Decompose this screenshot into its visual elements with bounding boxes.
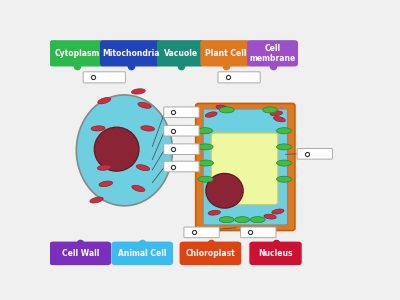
- FancyBboxPatch shape: [218, 72, 260, 83]
- Ellipse shape: [198, 128, 212, 134]
- Text: Mitochondria: Mitochondria: [102, 49, 160, 58]
- FancyBboxPatch shape: [211, 133, 278, 205]
- Ellipse shape: [198, 144, 213, 150]
- FancyBboxPatch shape: [83, 72, 125, 83]
- Ellipse shape: [277, 160, 292, 166]
- FancyBboxPatch shape: [164, 144, 199, 154]
- Text: Plant Cell: Plant Cell: [205, 49, 246, 58]
- Ellipse shape: [216, 105, 228, 110]
- Ellipse shape: [219, 107, 234, 113]
- Text: Cytoplasm: Cytoplasm: [54, 49, 100, 58]
- Ellipse shape: [94, 127, 139, 171]
- FancyBboxPatch shape: [164, 125, 199, 136]
- Ellipse shape: [205, 112, 217, 117]
- Ellipse shape: [235, 217, 250, 223]
- FancyBboxPatch shape: [297, 148, 332, 159]
- Ellipse shape: [277, 176, 292, 182]
- FancyBboxPatch shape: [164, 107, 199, 118]
- FancyBboxPatch shape: [249, 242, 302, 265]
- Text: Animal Cell: Animal Cell: [118, 249, 166, 258]
- Ellipse shape: [90, 197, 103, 203]
- Text: Vacuole: Vacuole: [164, 49, 198, 58]
- FancyBboxPatch shape: [157, 40, 205, 67]
- Ellipse shape: [206, 173, 243, 208]
- Ellipse shape: [250, 217, 265, 223]
- Ellipse shape: [132, 185, 145, 192]
- FancyBboxPatch shape: [203, 109, 288, 225]
- Ellipse shape: [270, 111, 282, 116]
- Ellipse shape: [198, 160, 213, 166]
- Text: Cell
membrane: Cell membrane: [250, 44, 296, 63]
- Ellipse shape: [277, 144, 292, 150]
- Ellipse shape: [138, 102, 151, 108]
- Text: Nucleus: Nucleus: [258, 249, 293, 258]
- Text: Chloroplast: Chloroplast: [186, 249, 235, 258]
- Ellipse shape: [136, 165, 150, 171]
- FancyBboxPatch shape: [247, 40, 298, 67]
- FancyBboxPatch shape: [184, 227, 219, 238]
- FancyBboxPatch shape: [49, 40, 105, 67]
- FancyBboxPatch shape: [180, 242, 241, 265]
- FancyBboxPatch shape: [164, 161, 199, 172]
- Ellipse shape: [98, 98, 111, 104]
- Text: Cell Wall: Cell Wall: [62, 249, 99, 258]
- Ellipse shape: [264, 214, 276, 219]
- FancyBboxPatch shape: [100, 40, 162, 67]
- Ellipse shape: [132, 89, 145, 94]
- Ellipse shape: [91, 126, 105, 131]
- FancyBboxPatch shape: [200, 40, 251, 67]
- Ellipse shape: [274, 116, 285, 122]
- Ellipse shape: [99, 181, 112, 187]
- Ellipse shape: [263, 107, 278, 113]
- FancyBboxPatch shape: [241, 227, 276, 238]
- Ellipse shape: [97, 165, 111, 170]
- FancyBboxPatch shape: [111, 242, 173, 265]
- Ellipse shape: [141, 126, 154, 131]
- FancyBboxPatch shape: [49, 242, 111, 265]
- Ellipse shape: [272, 209, 284, 214]
- FancyBboxPatch shape: [196, 103, 295, 230]
- Ellipse shape: [208, 210, 220, 215]
- Ellipse shape: [277, 128, 292, 134]
- Ellipse shape: [76, 95, 172, 206]
- Ellipse shape: [219, 217, 234, 223]
- Ellipse shape: [198, 176, 213, 182]
